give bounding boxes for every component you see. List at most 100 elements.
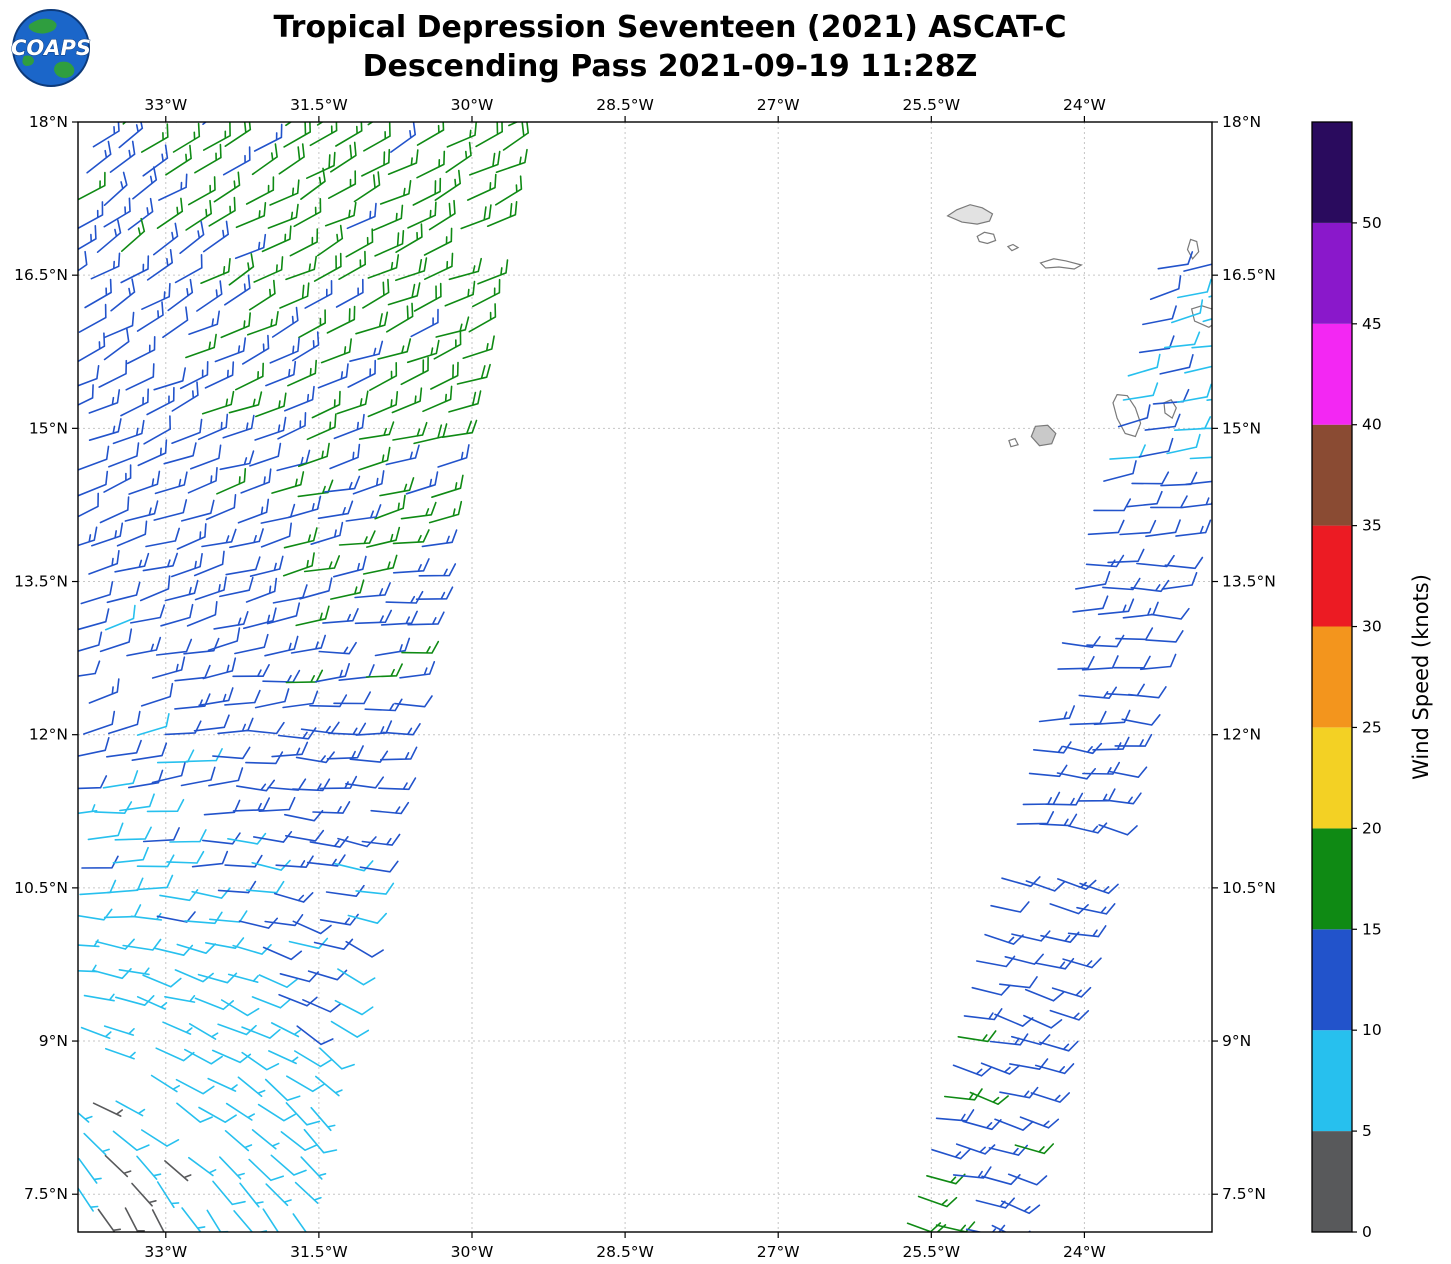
wind-barb xyxy=(245,176,275,205)
wind-barb xyxy=(374,230,405,257)
wind-barb xyxy=(466,173,497,201)
wind-barb xyxy=(392,421,428,441)
wind-barb xyxy=(1078,686,1117,699)
wind-barb xyxy=(1023,1014,1063,1029)
wind-barb xyxy=(251,1129,280,1150)
wind-barb xyxy=(191,887,231,899)
wind-barb xyxy=(136,874,174,891)
x-tick-label: 30°W xyxy=(451,1243,494,1261)
wind-barb xyxy=(220,312,251,339)
wind-barb xyxy=(1076,903,1116,915)
island-outline xyxy=(946,204,994,225)
wind-barb xyxy=(155,638,193,656)
wind-barb xyxy=(188,1156,217,1177)
y-tick-label: 15°N xyxy=(1222,419,1261,437)
wind-barb xyxy=(390,122,416,153)
wind-barb xyxy=(428,500,463,524)
wind-barb xyxy=(1145,630,1184,643)
wind-barb xyxy=(387,282,421,306)
wind-barb xyxy=(124,1207,145,1232)
wind-barb xyxy=(236,779,275,792)
wind-barb xyxy=(83,1132,110,1156)
wind-barb xyxy=(105,1047,136,1060)
wind-barb xyxy=(162,306,189,339)
wind-barb xyxy=(136,1155,162,1180)
wind-barb xyxy=(278,993,318,1007)
wind-barb xyxy=(142,974,182,988)
wind-barb xyxy=(1035,957,1075,970)
wind-barb xyxy=(237,1076,266,1097)
wind-barb xyxy=(1097,598,1135,616)
wind-barb xyxy=(193,714,230,732)
wind-barb xyxy=(363,122,391,152)
wind-barb xyxy=(153,367,186,391)
wind-barb xyxy=(217,717,254,735)
wind-barb xyxy=(255,392,287,418)
wind-barb xyxy=(124,500,159,522)
wind-barb xyxy=(232,797,270,812)
wind-barb xyxy=(83,710,116,735)
wind-barb xyxy=(164,995,196,1003)
wind-barb xyxy=(285,255,317,281)
wind-barb xyxy=(78,225,97,251)
wind-barb xyxy=(380,610,418,626)
wind-barb xyxy=(415,586,454,600)
wind-barb xyxy=(392,529,430,545)
wind-barb xyxy=(264,914,304,927)
wind-barb xyxy=(399,661,436,679)
wind-barb xyxy=(346,202,377,230)
wind-barb xyxy=(495,175,523,206)
wind-barb xyxy=(198,687,234,707)
wind-barb xyxy=(378,777,417,791)
wind-barb xyxy=(359,860,399,873)
wind-barb xyxy=(200,258,231,284)
wind-barb xyxy=(208,767,244,787)
wind-barb xyxy=(433,330,462,360)
colorbar-segment xyxy=(1312,323,1352,425)
wind-barb xyxy=(209,910,248,923)
wind-barb xyxy=(394,695,433,708)
wind-barb xyxy=(251,143,278,176)
wind-barbs-right xyxy=(906,251,1212,1232)
wind-barb xyxy=(202,657,237,680)
wind-barb xyxy=(1077,788,1116,802)
wind-barb xyxy=(303,555,340,573)
wind-barb xyxy=(988,1144,1028,1156)
wind-barb xyxy=(326,305,356,334)
wind-barb xyxy=(286,1075,325,1093)
wind-barb xyxy=(211,1049,252,1064)
wind-barb xyxy=(142,552,178,572)
wind-barb xyxy=(292,1213,307,1232)
wind-barb xyxy=(1001,1200,1041,1215)
wind-barb xyxy=(151,1209,172,1232)
wind-barb xyxy=(237,498,270,524)
wind-barb xyxy=(198,1106,237,1123)
wind-barb xyxy=(262,946,303,961)
wind-barb xyxy=(935,1109,975,1122)
wind-barb xyxy=(931,1148,971,1160)
wind-barb xyxy=(310,1106,336,1132)
wind-barb xyxy=(234,233,267,260)
wind-barb xyxy=(295,605,330,627)
wind-barb xyxy=(114,552,150,573)
wind-barb xyxy=(288,937,329,950)
wind-barb xyxy=(88,678,120,704)
wind-barb xyxy=(319,1047,355,1070)
wind-barb xyxy=(1145,519,1181,538)
wind-barb xyxy=(1079,882,1119,895)
wind-barb xyxy=(416,122,445,146)
wind-barb xyxy=(253,123,283,152)
wind-barb xyxy=(1138,437,1174,458)
wind-barb xyxy=(188,176,216,206)
wind-barb xyxy=(78,470,109,497)
wind-barb xyxy=(349,340,384,362)
colorbar-segment xyxy=(1312,828,1352,930)
wind-barb xyxy=(418,563,457,577)
colorbar: 0 5 10 15 20 25 30 35 40 45 50 Wind Speed (knots) xyxy=(1311,121,1433,1241)
wind-barb xyxy=(401,640,440,654)
wind-barb xyxy=(146,386,175,416)
wind-barb xyxy=(971,984,1011,996)
wind-barb xyxy=(1150,607,1190,620)
wind-barb xyxy=(91,522,124,547)
wind-barb xyxy=(106,877,144,894)
